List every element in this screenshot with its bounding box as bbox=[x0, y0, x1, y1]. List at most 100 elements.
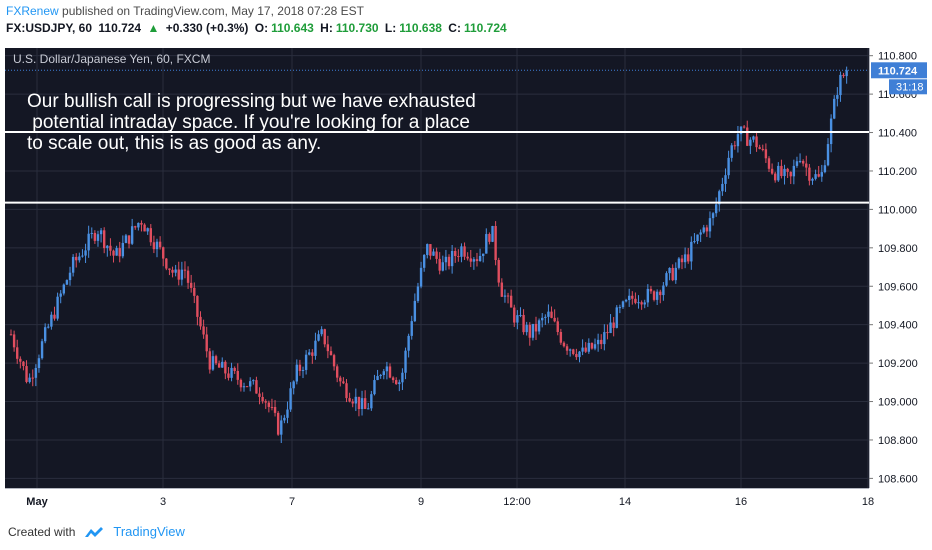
candle-body bbox=[149, 228, 152, 243]
candle-body bbox=[808, 167, 811, 181]
candle-body bbox=[839, 74, 842, 96]
candle-body bbox=[730, 145, 733, 158]
candle-body bbox=[590, 342, 594, 349]
candle-body bbox=[705, 227, 709, 232]
candle-body bbox=[68, 272, 72, 281]
candle-body bbox=[655, 291, 659, 300]
candle-body bbox=[363, 398, 367, 409]
candle-body bbox=[798, 160, 802, 162]
candle-body bbox=[40, 341, 44, 359]
candle-body bbox=[332, 355, 336, 367]
candle-body bbox=[252, 380, 255, 382]
candle-body bbox=[531, 323, 535, 338]
candle-body bbox=[833, 98, 836, 119]
candle-body bbox=[537, 320, 541, 332]
candle-body bbox=[25, 366, 28, 382]
candle-body bbox=[373, 380, 376, 395]
price-chart[interactable]: 110.403110.035 108.600108.800109.000109.… bbox=[5, 48, 929, 516]
candle-body bbox=[115, 248, 118, 256]
candle-body bbox=[805, 163, 808, 168]
candle-body bbox=[432, 251, 435, 256]
candle-body bbox=[370, 394, 373, 409]
candle-body bbox=[683, 254, 687, 263]
candle-body bbox=[239, 379, 243, 388]
candle-body bbox=[774, 173, 777, 181]
candle-body bbox=[668, 267, 671, 274]
candle-body bbox=[401, 372, 404, 383]
candle-body bbox=[186, 270, 190, 283]
publisher-link[interactable]: FXRenew bbox=[6, 4, 59, 18]
time-axis[interactable]: May 3 7 9 12:00 14 16 18 bbox=[5, 488, 874, 516]
candle-body bbox=[189, 282, 193, 288]
high-label: H: bbox=[320, 21, 333, 35]
tradingview-link[interactable]: TradingView bbox=[113, 524, 185, 539]
candle-body bbox=[351, 401, 354, 404]
candle-body bbox=[506, 295, 510, 297]
candle-body bbox=[283, 417, 286, 421]
candle-body bbox=[556, 321, 559, 332]
published-text: published on TradingView.com, May 17, 20… bbox=[62, 4, 364, 18]
candle-body bbox=[516, 315, 519, 323]
candle-body bbox=[416, 286, 420, 301]
price-tags: 110.724 31:18 bbox=[5, 62, 927, 95]
y-tick-label: 110.200 bbox=[878, 166, 917, 178]
candle-body bbox=[258, 393, 261, 397]
candle-body bbox=[335, 366, 339, 378]
candle-body bbox=[749, 139, 752, 146]
candle-body bbox=[792, 165, 796, 177]
candle-body bbox=[662, 285, 665, 296]
candle-body bbox=[208, 351, 212, 370]
candle-body bbox=[31, 377, 34, 379]
candle-body bbox=[270, 406, 274, 408]
x-tick-label: 3 bbox=[160, 496, 166, 508]
candle-body bbox=[612, 322, 615, 328]
candle-body bbox=[674, 267, 677, 281]
candle-body bbox=[65, 280, 69, 285]
candle-body bbox=[273, 407, 277, 413]
close-value: 110.724 bbox=[463, 21, 507, 35]
candle-body bbox=[696, 234, 699, 242]
candle-body bbox=[742, 126, 746, 128]
candle-body bbox=[16, 347, 19, 359]
candle-body bbox=[687, 254, 690, 262]
candle-body bbox=[823, 165, 827, 173]
candle-body bbox=[603, 332, 606, 345]
candle-body bbox=[12, 334, 16, 348]
candle-body bbox=[801, 160, 805, 164]
candle-body bbox=[755, 136, 758, 148]
candle-body bbox=[659, 291, 662, 296]
candle-body bbox=[242, 386, 246, 388]
candle-body bbox=[99, 230, 103, 235]
close-label: C: bbox=[448, 21, 461, 35]
candle-body bbox=[249, 381, 252, 387]
candle-body bbox=[180, 269, 184, 280]
candle-body bbox=[102, 230, 106, 249]
candle-body bbox=[59, 293, 62, 297]
candle-body bbox=[522, 314, 525, 333]
annotation-line-2: potential intraday space. If you're look… bbox=[27, 112, 470, 133]
price-axis[interactable]: 108.600 108.800 109.000 109.200 109.400 109.6… bbox=[869, 48, 929, 516]
candle-body bbox=[454, 250, 457, 257]
countdown-tag-box bbox=[889, 79, 927, 95]
created-with-label: Created with bbox=[8, 524, 76, 539]
candle-body bbox=[534, 323, 538, 332]
candle-body bbox=[780, 165, 783, 177]
candle-body bbox=[323, 329, 326, 345]
candle-body bbox=[429, 244, 432, 256]
candle-body bbox=[19, 358, 22, 362]
candle-body bbox=[500, 282, 504, 297]
candle-body bbox=[62, 284, 66, 294]
candle-body bbox=[93, 232, 97, 241]
candle-body bbox=[497, 260, 500, 283]
candle-body bbox=[637, 302, 640, 304]
candle-body bbox=[342, 381, 345, 384]
candle-body bbox=[643, 302, 646, 305]
candle-body bbox=[600, 339, 603, 345]
candle-body bbox=[820, 172, 824, 177]
candle-body bbox=[71, 256, 75, 273]
candle-body bbox=[845, 70, 848, 77]
candle-body bbox=[752, 136, 755, 140]
candle-body bbox=[631, 295, 634, 299]
candle-body bbox=[826, 144, 830, 166]
chart-container[interactable]: 110.403110.035 108.600108.800109.000109.… bbox=[5, 48, 929, 516]
